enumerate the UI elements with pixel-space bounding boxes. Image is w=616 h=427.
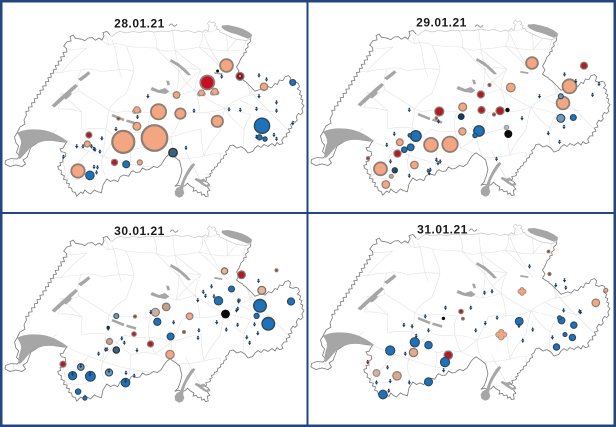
svg-text:29.01.21: 29.01.21 [416, 16, 467, 30]
svg-text:31.01.21: 31.01.21 [417, 223, 468, 237]
svg-text:30.01.21: 30.01.21 [114, 224, 165, 238]
svg-text:28.01.21: 28.01.21 [114, 17, 165, 31]
